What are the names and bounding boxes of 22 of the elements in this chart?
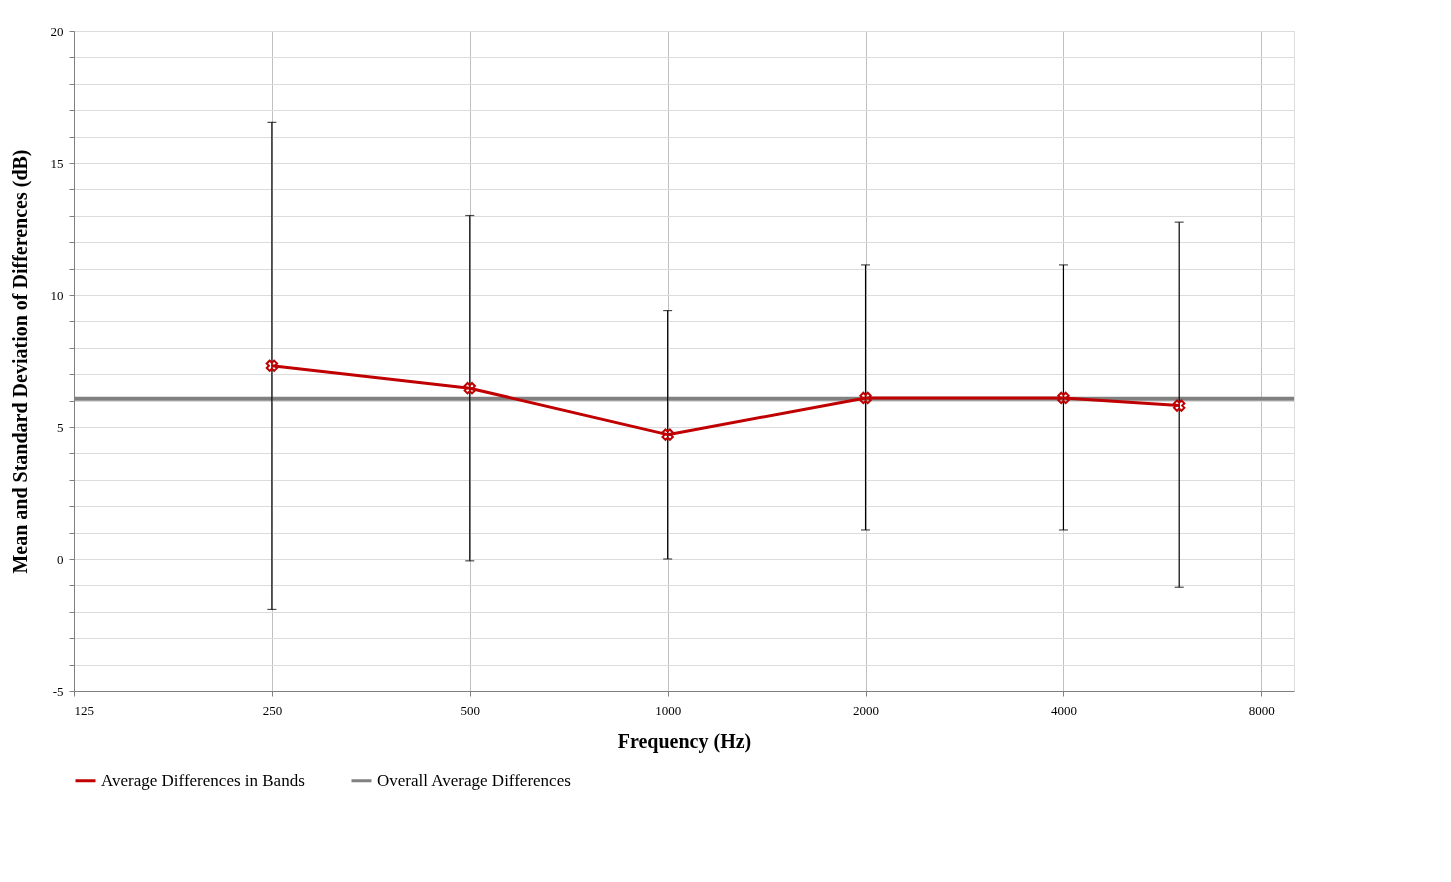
x-tick-label: 4000 <box>1050 702 1077 718</box>
y-tick-label: 0 <box>57 551 64 567</box>
point <box>661 428 674 441</box>
legend-label: Overall Average Differences <box>377 770 571 790</box>
x-tick-label: 250 <box>262 702 283 718</box>
x-tick-label: 1000 <box>655 702 682 718</box>
x-tick-label: 2000 <box>853 702 880 718</box>
y-tick-label: 10 <box>50 287 64 303</box>
y-axis-title: Mean and Standard Deviation of Differences (dB) <box>8 149 32 574</box>
legend-label: Average Differences in Bands <box>101 770 305 790</box>
point <box>463 382 476 395</box>
point <box>859 391 872 405</box>
y-tick-label: 20 <box>50 23 64 39</box>
x-tick-label: 8000 <box>1248 702 1275 718</box>
y-tick-label: -5 <box>52 683 64 699</box>
x-axis-title: Frequency (Hz) <box>617 729 752 753</box>
x-tick-label: 125 <box>74 702 94 718</box>
x-tick-label: 500 <box>460 702 481 718</box>
y-tick-label: 15 <box>50 155 64 171</box>
y-tick-label: 5 <box>57 419 64 435</box>
point <box>1057 391 1070 405</box>
point <box>265 359 279 372</box>
